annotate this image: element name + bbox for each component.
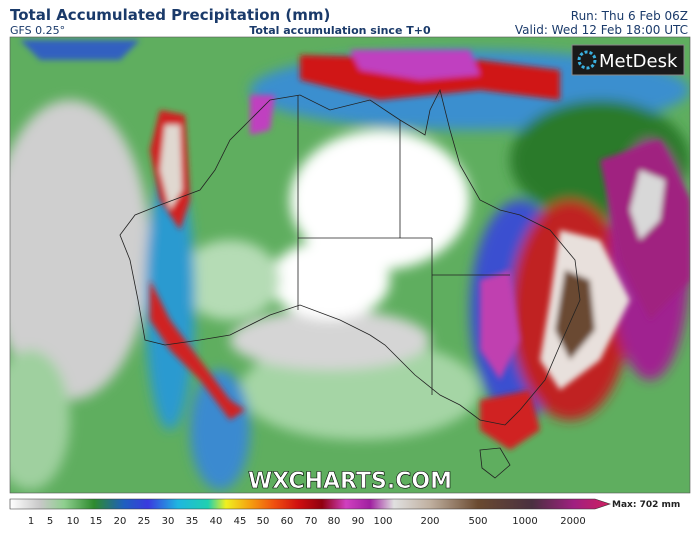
colorbar-tick-label: 20: [114, 516, 127, 527]
colorbar-tick-label: 70: [305, 516, 318, 527]
colorbar-ticks: 1 5 10 15 20 25 30 35 40 45 50 60 70 80 90 100 200 500 100…: [28, 516, 586, 527]
colorbar-tick-label: 5: [47, 516, 53, 527]
max-label: Max: 702 mm: [612, 500, 680, 510]
colorbar-tick-label: 200: [420, 516, 439, 527]
subtitle: Total accumulation since T+0: [249, 24, 431, 37]
colorbar-tick-label: 10: [67, 516, 80, 527]
colorbar-tick-label: 80: [328, 516, 341, 527]
watermark: WXCHARTS.COM: [248, 469, 452, 494]
logo: MetDesk: [599, 51, 678, 72]
colorbar-tick-label: 2000: [560, 516, 585, 527]
model: GFS 0.25°: [10, 24, 65, 37]
map: MetDesk WXCHARTS.COM: [10, 37, 690, 494]
colorbar-tick-label: 50: [257, 516, 270, 527]
colorbar: [9, 498, 611, 510]
colorbar-tick-label: 25: [138, 516, 151, 527]
title: Total Accumulated Precipitation (mm): [10, 6, 330, 24]
colorbar-tick-label: 15: [90, 516, 103, 527]
colorbar-tick-label: 40: [210, 516, 223, 527]
colorbar-tick-label: 35: [186, 516, 199, 527]
colorbar-tick-label: 45: [234, 516, 247, 527]
colorbar-tick-label: 30: [162, 516, 175, 527]
colorbar-tick-label: 1000: [512, 516, 537, 527]
colorbar-tick-label: 500: [468, 516, 487, 527]
colorbar-tick-label: 100: [373, 516, 392, 527]
run: Run: Thu 6 Feb 06Z: [571, 9, 688, 23]
colorbar-tick-label: 90: [352, 516, 365, 527]
valid: Valid: Wed 12 Feb 18:00 UTC: [515, 23, 688, 37]
colorbar-tick-label: 1: [28, 516, 34, 527]
colorbar-tick-label: 60: [281, 516, 294, 527]
